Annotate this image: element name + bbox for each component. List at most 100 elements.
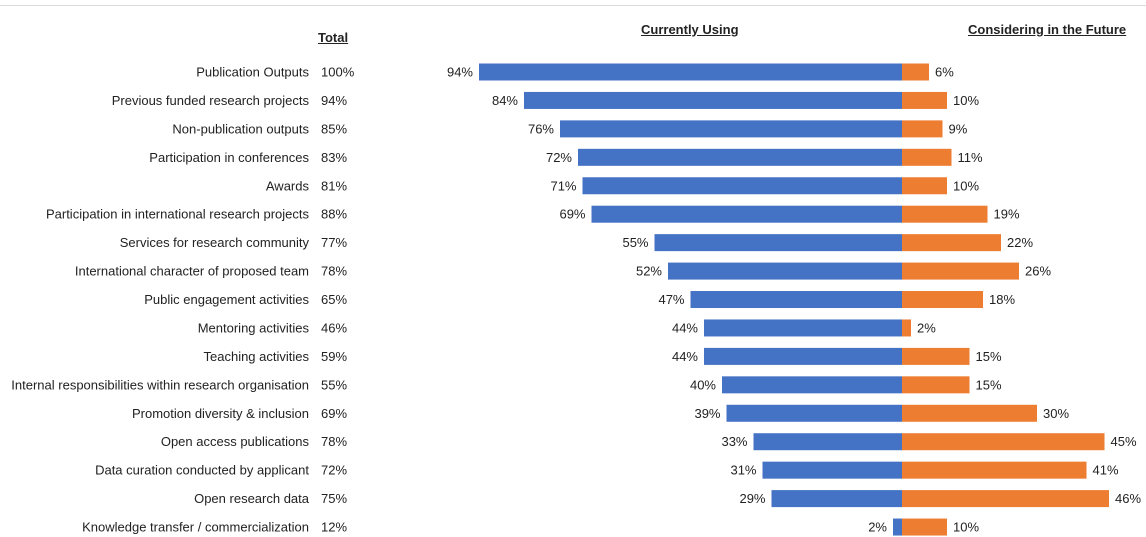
category-label: Promotion diversity & inclusion <box>132 406 309 421</box>
currently-using-label: 72% <box>546 150 572 165</box>
category-label: Internal responsibilities within researc… <box>11 377 309 392</box>
considering-future-bar <box>902 177 947 195</box>
currently-using-bar <box>726 404 902 422</box>
currently-using-bar <box>582 177 902 195</box>
currently-using-bar <box>893 518 902 536</box>
considering-future-label: 45% <box>1111 434 1137 449</box>
total-label: 75% <box>321 491 347 506</box>
category-label: Mentoring activities <box>198 320 310 335</box>
currently-using-bar <box>591 205 902 223</box>
considering-future-label: 10% <box>953 178 979 193</box>
total-label: 77% <box>321 235 347 250</box>
considering-future-label: 26% <box>1025 264 1051 279</box>
category-label: Participation in conferences <box>149 150 309 165</box>
category-label: Public engagement activities <box>144 292 309 307</box>
currently-using-label: 84% <box>492 93 518 108</box>
total-label: 72% <box>321 463 347 478</box>
currently-using-label: 71% <box>550 178 576 193</box>
total-label: 88% <box>321 207 347 222</box>
considering-future-label: 46% <box>1115 491 1141 506</box>
considering-future-bar <box>902 347 970 365</box>
currently-using-bar <box>560 120 902 138</box>
considering-future-header: Considering in the Future <box>968 22 1127 37</box>
currently-using-bar <box>654 234 902 252</box>
currently-using-bar <box>668 262 902 280</box>
considering-future-bar <box>902 319 911 337</box>
currently-using-bar <box>704 319 902 337</box>
considering-future-label: 22% <box>1007 235 1033 250</box>
considering-future-label: 19% <box>994 207 1020 222</box>
currently-using-bar <box>704 347 902 365</box>
considering-future-bar <box>902 262 1019 280</box>
total-header: Total <box>318 30 349 45</box>
currently-using-bar <box>722 376 902 394</box>
currently-using-label: 47% <box>658 292 684 307</box>
total-label: 46% <box>321 320 347 335</box>
category-label: Services for research community <box>120 235 310 250</box>
category-label: Participation in international research … <box>46 207 310 222</box>
currently-using-bar <box>524 91 902 109</box>
total-label: 78% <box>321 434 347 449</box>
currently-using-bar <box>771 490 902 508</box>
currently-using-bar <box>762 461 902 479</box>
considering-future-label: 15% <box>976 349 1002 364</box>
considering-future-label: 9% <box>949 121 968 136</box>
category-label: International character of proposed team <box>75 264 309 279</box>
total-label: 85% <box>321 121 347 136</box>
considering-future-label: 15% <box>976 377 1002 392</box>
considering-future-bar <box>902 63 929 81</box>
considering-future-bar <box>902 376 970 394</box>
considering-future-label: 11% <box>958 150 983 165</box>
considering-future-bar <box>902 433 1105 451</box>
total-label: 65% <box>321 292 347 307</box>
currently-using-label: 39% <box>694 406 720 421</box>
total-label: 78% <box>321 264 347 279</box>
category-label: Open research data <box>194 491 310 506</box>
total-label: 81% <box>321 178 347 193</box>
total-label: 83% <box>321 150 347 165</box>
currently-using-label: 94% <box>447 65 473 80</box>
category-label: Teaching activities <box>204 349 310 364</box>
considering-future-bar <box>902 490 1109 508</box>
considering-future-label: 10% <box>953 520 979 535</box>
category-label: Awards <box>266 178 310 193</box>
considering-future-label: 2% <box>917 320 936 335</box>
considering-future-label: 10% <box>953 93 979 108</box>
considering-future-bar <box>902 461 1087 479</box>
currently-using-label: 31% <box>730 463 756 478</box>
currently-using-label: 40% <box>690 377 716 392</box>
considering-future-bar <box>902 205 988 223</box>
currently-using-bar <box>479 63 902 81</box>
currently-using-bar <box>690 291 902 309</box>
total-label: 59% <box>321 349 347 364</box>
category-label: Data curation conducted by applicant <box>95 463 309 478</box>
total-label: 69% <box>321 406 347 421</box>
currently-using-bar <box>578 148 902 166</box>
category-label: Knowledge transfer / commercialization <box>82 520 309 535</box>
currently-using-label: 52% <box>636 264 662 279</box>
considering-future-bar <box>902 120 943 138</box>
considering-future-label: 6% <box>935 65 954 80</box>
considering-future-bar <box>902 518 947 536</box>
currently-using-label: 2% <box>868 520 887 535</box>
currently-using-label: 76% <box>528 121 554 136</box>
total-label: 55% <box>321 377 347 392</box>
considering-future-bar <box>902 91 947 109</box>
currently-using-label: 55% <box>622 235 648 250</box>
considering-future-bar <box>902 291 983 309</box>
considering-future-label: 41% <box>1093 463 1119 478</box>
currently-using-label: 69% <box>559 207 585 222</box>
currently-using-bar <box>753 433 902 451</box>
total-label: 12% <box>321 520 347 535</box>
top-rule <box>0 5 1146 6</box>
currently-using-label: 44% <box>672 320 698 335</box>
currently-using-header: Currently Using <box>641 22 739 37</box>
considering-future-label: 18% <box>989 292 1015 307</box>
considering-future-bar <box>902 404 1037 422</box>
total-label: 94% <box>321 93 347 108</box>
category-label: Non-publication outputs <box>172 121 309 136</box>
considering-future-label: 30% <box>1043 406 1069 421</box>
category-label: Open access publications <box>161 434 310 449</box>
category-label: Publication Outputs <box>196 65 309 80</box>
